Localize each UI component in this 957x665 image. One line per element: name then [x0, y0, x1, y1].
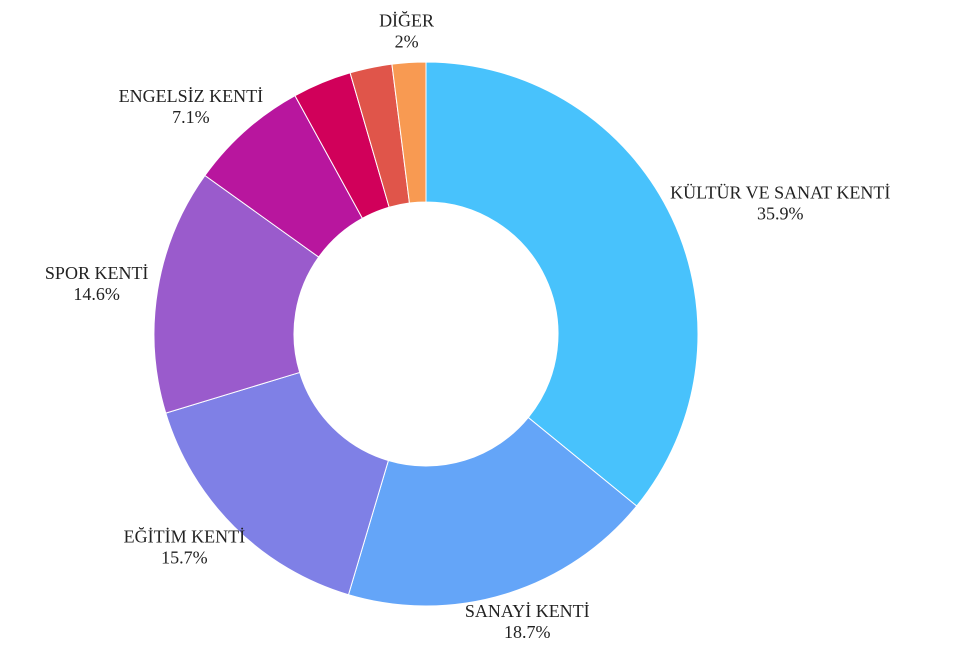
slice-value: 14.6%	[73, 284, 120, 304]
slice-label: KÜLTÜR VE SANAT KENTİ	[670, 183, 890, 203]
donut-segment	[425, 61, 699, 507]
donut-segment	[347, 416, 638, 607]
donut-segment	[391, 61, 427, 204]
slice-value: 15.7%	[161, 547, 208, 567]
slice-label: EĞİTİM KENTİ	[124, 525, 245, 546]
slice-label: SPOR KENTİ	[45, 263, 149, 283]
donut-segment	[165, 371, 389, 596]
donut-segment	[153, 174, 320, 414]
slice-label: DİĞER	[379, 10, 434, 31]
slice-value: 35.9%	[757, 204, 804, 224]
slice-value: 2%	[395, 32, 419, 52]
slice-label: SANAYİ KENTİ	[465, 601, 590, 621]
slice-label: ENGELSİZ KENTİ	[119, 86, 263, 106]
slice-value: 7.1%	[172, 107, 210, 127]
slice-value: 18.7%	[504, 622, 551, 642]
